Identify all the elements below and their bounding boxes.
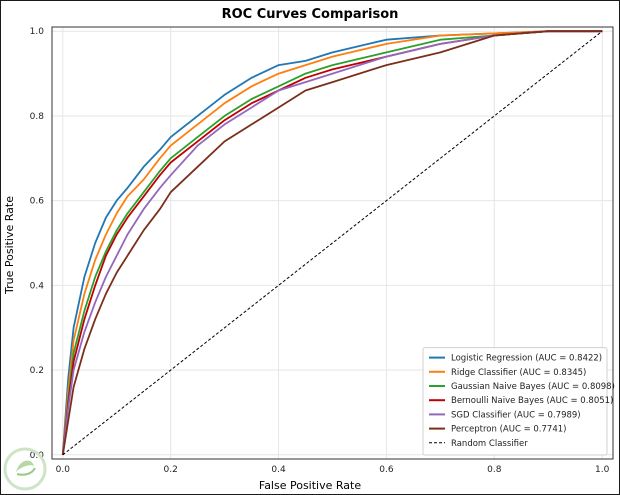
x-tick-label: 0.6 [379, 465, 394, 475]
legend-box [422, 347, 608, 456]
x-tick-label: 1.0 [595, 465, 610, 475]
y-axis-label: True Positive Rate [3, 196, 16, 295]
y-tick-label: 0.6 [30, 197, 45, 207]
legend-label: Random Classifier [451, 439, 528, 449]
series-line-gaussian-naive-bayes [61, 30, 603, 455]
legend-label: Logistic Regression (AUC = 0.8422) [451, 354, 602, 364]
x-tick-label: 0.8 [487, 465, 502, 475]
plot-frame [51, 26, 614, 460]
y-tick-label: 0.8 [30, 112, 45, 122]
legend-label: Gaussian Naive Bayes (AUC = 0.8098) [451, 382, 615, 392]
legend-label: Ridge Classifier (AUC = 0.8345) [451, 368, 586, 378]
x-axis-label: False Positive Rate [259, 479, 361, 492]
series-line-perceptron [61, 30, 603, 455]
series-line-sgd-classifier [61, 30, 603, 455]
y-tick-label: 1.0 [30, 27, 45, 37]
legend-label: Bernoulli Naive Bayes (AUC = 0.8051) [451, 396, 613, 406]
legend-label: Perceptron (AUC = 0.7741) [451, 425, 566, 435]
series-line-logistic-regression [61, 30, 603, 455]
y-tick-label: 0.4 [30, 281, 45, 291]
y-tick-label: 0.0 [30, 451, 45, 461]
watermark-logo [3, 447, 47, 491]
series-line-ridge-classifier [61, 30, 603, 455]
chart-title: ROC Curves Comparison [222, 7, 399, 22]
series-line-random-classifier [62, 30, 603, 456]
x-tick-label: 0.2 [164, 465, 178, 475]
legend-label: SGD Classifier (AUC = 0.7989) [451, 410, 581, 420]
x-tick-label: 0.0 [56, 465, 71, 475]
y-tick-label: 0.2 [30, 366, 44, 376]
x-tick-label: 0.4 [271, 465, 286, 475]
